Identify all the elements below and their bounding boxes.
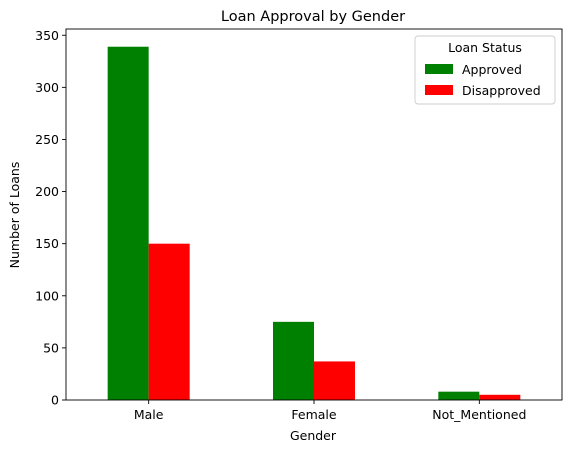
bar-disapproved-male [148,243,190,400]
legend-swatch-approved [425,64,453,74]
bar-disapproved-female [314,361,355,400]
bar-approved-not_mentioned [438,391,480,400]
y-tick-label: 0 [51,393,59,408]
y-tick-label: 100 [35,288,59,303]
y-axis-title: Number of Loans [7,162,22,269]
x-axis-title: Gender [290,428,337,443]
y-tick-label: 50 [43,340,59,355]
y-tick-label: 200 [35,184,59,199]
bar-approved-male [107,46,149,400]
x-tick-label: Male [134,407,164,422]
legend: Loan Status Approved Disapproved [414,35,556,105]
legend-label-disapproved: Disapproved [462,83,541,98]
legend-title: Loan Status [448,40,522,55]
y-tick-label: 300 [35,80,59,95]
x-tick-label: Female [291,407,337,422]
y-axis: 0 50 100 150 200 250 300 350 [35,28,66,408]
chart-title: Loan Approval by Gender [221,9,405,25]
bar-disapproved-not_mentioned [479,394,521,400]
legend-swatch-disapproved [425,85,453,95]
y-tick-label: 350 [35,28,59,43]
x-axis: Male Female Not_Mentioned [134,400,526,422]
x-tick-label: Not_Mentioned [432,407,526,422]
legend-label-approved: Approved [462,62,522,77]
bar-approved-female [273,321,314,400]
y-tick-label: 150 [35,236,59,251]
y-tick-label: 250 [35,132,59,147]
